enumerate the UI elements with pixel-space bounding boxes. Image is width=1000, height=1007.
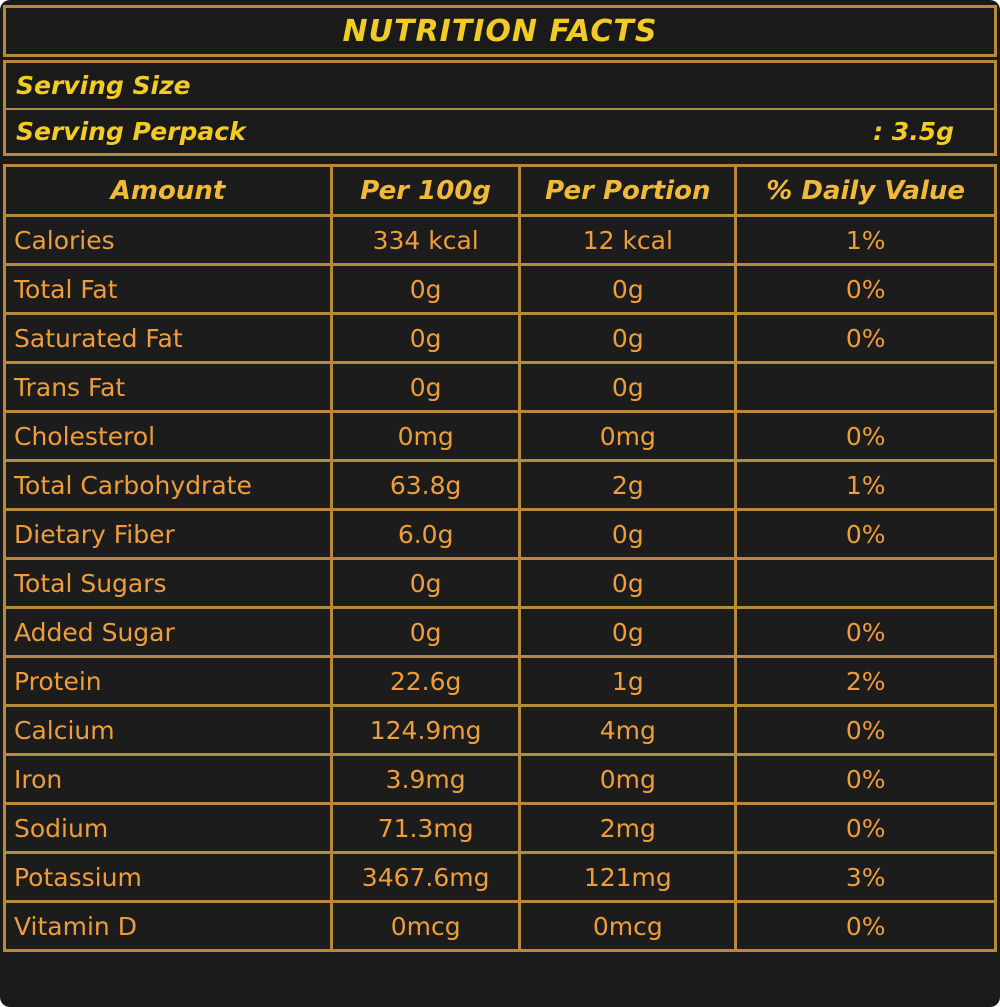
per-100g-value: 63.8g [330,459,522,511]
nutrient-label: Calcium [2,704,334,756]
table-row: Cholesterol 0mg 0mg 0% [2,410,997,462]
daily-value: 1% [734,459,997,511]
per-100g-value: 0g [330,606,522,658]
serving-perpack-value: : 3.5g [873,117,954,146]
per-100g-value: 71.3mg [330,802,522,854]
daily-value: 0% [734,704,997,756]
daily-value: 0% [734,410,997,462]
daily-value: 0% [734,900,997,952]
table-row: Added Sugar 0g 0g 0% [2,606,997,658]
per-portion-value: 0mg [518,410,738,462]
nutrient-label: Total Fat [2,263,334,315]
nutrient-label: Trans Fat [2,361,334,413]
nutrient-label: Cholesterol [2,410,334,462]
per-portion-value: 0g [518,312,738,364]
per-portion-value: 2g [518,459,738,511]
daily-value: 0% [734,508,997,560]
daily-value: 0% [734,312,997,364]
per-portion-value: 0g [518,606,738,658]
table-row: Total Sugars 0g 0g [2,557,997,609]
daily-value: 0% [734,606,997,658]
per-portion-value: 4mg [518,704,738,756]
table-row: Saturated Fat 0g 0g 0% [2,312,997,364]
table-row: Total Fat 0g 0g 0% [2,263,997,315]
serving-perpack-label: Serving Perpack [16,117,246,146]
daily-value: 0% [734,753,997,805]
nutrient-label: Calories [2,214,334,266]
label-title-box: NUTRITION FACTS [3,5,997,57]
serving-size-row: Serving Size [6,63,994,108]
col-header-amount: Amount [2,164,334,217]
table-row: Calories 334 kcal 12 kcal 1% [2,214,997,266]
table-row: Dietary Fiber 6.0g 0g 0% [2,508,997,560]
serving-section: Serving Size Serving Perpack : 3.5g [3,60,997,156]
table-row: Protein 22.6g 1g 2% [2,655,997,707]
serving-size-label: Serving Size [16,71,191,100]
per-100g-value: 0mcg [330,900,522,952]
per-portion-value: 0mg [518,753,738,805]
col-header-per-100g: Per 100g [330,164,522,217]
daily-value: 1% [734,214,997,266]
nutrient-label: Protein [2,655,334,707]
per-100g-value: 22.6g [330,655,522,707]
table-row: Trans Fat 0g 0g [2,361,997,413]
per-100g-value: 334 kcal [330,214,522,266]
nutrient-label: Potassium [2,851,334,903]
per-100g-value: 3.9mg [330,753,522,805]
per-portion-value: 0mcg [518,900,738,952]
col-header-per-portion: Per Portion [518,164,738,217]
nutrient-label: Iron [2,753,334,805]
daily-value: 0% [734,802,997,854]
label-title: NUTRITION FACTS [342,13,658,49]
daily-value [734,361,997,413]
per-100g-value: 0g [330,312,522,364]
daily-value: 0% [734,263,997,315]
per-portion-value: 0g [518,508,738,560]
nutrient-label: Saturated Fat [2,312,334,364]
table-row: Iron 3.9mg 0mg 0% [2,753,997,805]
table-row: Vitamin D 0mcg 0mcg 0% [2,900,997,952]
nutrient-label: Total Sugars [2,557,334,609]
daily-value: 2% [734,655,997,707]
per-portion-value: 0g [518,557,738,609]
daily-value [734,557,997,609]
per-100g-value: 0g [330,361,522,413]
col-header-daily-value: % Daily Value [734,164,997,217]
per-portion-value: 121mg [518,851,738,903]
table-row: Calcium 124.9mg 4mg 0% [2,704,997,756]
table-header-row: Amount Per 100g Per Portion % Daily Valu… [2,164,997,217]
per-100g-value: 124.9mg [330,704,522,756]
nutrient-label: Total Carbohydrate [2,459,334,511]
nutrient-label: Added Sugar [2,606,334,658]
table-row: Sodium 71.3mg 2mg 0% [2,802,997,854]
per-100g-value: 0g [330,557,522,609]
per-portion-value: 0g [518,263,738,315]
nutrition-table: Amount Per 100g Per Portion % Daily Valu… [2,164,997,952]
per-portion-value: 2mg [518,802,738,854]
nutrient-label: Vitamin D [2,900,334,952]
nutrient-label: Sodium [2,802,334,854]
nutrient-label: Dietary Fiber [2,508,334,560]
per-100g-value: 0g [330,263,522,315]
per-100g-value: 6.0g [330,508,522,560]
table-row: Potassium 3467.6mg 121mg 3% [2,851,997,903]
per-portion-value: 1g [518,655,738,707]
per-100g-value: 3467.6mg [330,851,522,903]
table-row: Total Carbohydrate 63.8g 2g 1% [2,459,997,511]
per-100g-value: 0mg [330,410,522,462]
serving-perpack-row: Serving Perpack : 3.5g [6,108,994,153]
daily-value: 3% [734,851,997,903]
per-portion-value: 0g [518,361,738,413]
per-portion-value: 12 kcal [518,214,738,266]
